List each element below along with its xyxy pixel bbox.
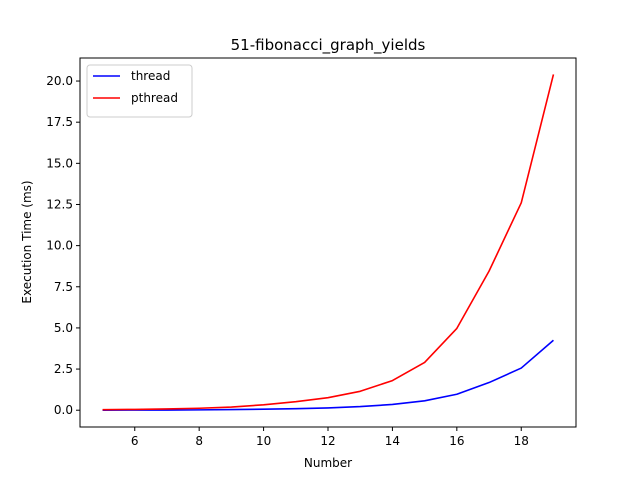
x-tick-label: 14 xyxy=(385,434,400,448)
x-axis-label: Number xyxy=(304,456,352,470)
x-axis-ticks: 6 8 10 12 14 16 18 xyxy=(131,427,529,448)
y-tick-label: 7.5 xyxy=(54,280,73,294)
x-tick-label: 12 xyxy=(320,434,335,448)
y-tick-label: 15.0 xyxy=(46,156,73,170)
y-axis-ticks: 0.0 2.5 5.0 7.5 10.0 12.5 15.0 17.5 20.0 xyxy=(46,74,80,417)
y-tick-label: 17.5 xyxy=(46,115,73,129)
x-tick-label: 18 xyxy=(514,434,529,448)
legend-label-pthread: pthread xyxy=(131,91,178,105)
x-tick-label: 16 xyxy=(449,434,464,448)
y-tick-label: 10.0 xyxy=(46,239,73,253)
chart-title: 51-fibonacci_graph_yields xyxy=(231,36,426,55)
x-tick-label: 6 xyxy=(131,434,139,448)
plot-area xyxy=(102,74,555,412)
legend: thread pthread xyxy=(86,64,193,118)
x-tick-label: 8 xyxy=(195,434,203,448)
y-tick-label: 5.0 xyxy=(54,321,73,335)
x-tick-label: 10 xyxy=(256,434,271,448)
legend-box xyxy=(86,64,193,118)
y-tick-label: 12.5 xyxy=(46,197,73,211)
y-tick-label: 20.0 xyxy=(46,74,73,88)
y-axis-label: Execution Time (ms) xyxy=(20,180,34,303)
y-tick-label: 0.0 xyxy=(54,403,73,417)
series-line-thread xyxy=(102,339,554,412)
legend-label-thread: thread xyxy=(131,69,170,83)
series-line-pthread xyxy=(102,74,555,411)
y-tick-label: 2.5 xyxy=(54,362,73,376)
